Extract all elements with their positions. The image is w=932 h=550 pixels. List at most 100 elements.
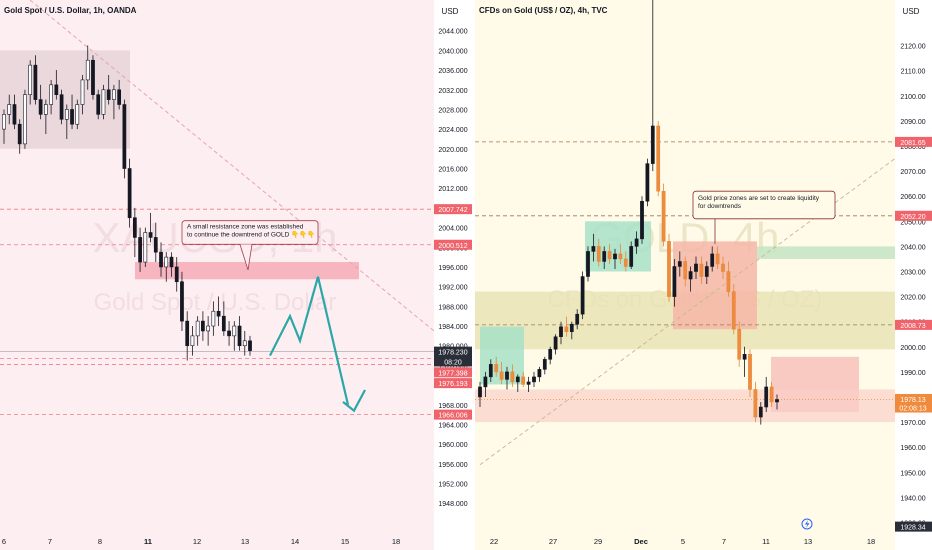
y-tick-label: 2020.000	[438, 147, 467, 154]
candle-body	[91, 59, 95, 95]
candle	[499, 361, 504, 385]
candle	[232, 321, 237, 351]
candle-body	[195, 320, 200, 337]
y-tick-label: 2012.000	[438, 186, 467, 193]
price-tag-label: 08:20	[444, 359, 462, 366]
candle-body	[23, 94, 27, 145]
candle	[112, 84, 116, 120]
candle	[715, 246, 720, 269]
candle-body	[127, 168, 132, 219]
candle-body	[505, 371, 509, 380]
candle-body	[661, 190, 666, 242]
candle	[49, 79, 53, 115]
x-tick-label: 12	[193, 537, 201, 546]
y-tick-label: 2036.000	[438, 68, 467, 75]
candle	[586, 246, 590, 282]
candle	[629, 241, 634, 269]
candle	[699, 256, 704, 285]
candle	[148, 212, 153, 243]
gold-4h-panel[interactable]: GOLD, 4h CFDs on Gold (US$ / OZ) Gold pr…	[475, 0, 932, 550]
price-axis-bg	[434, 0, 472, 550]
y-tick-label: 2044.000	[438, 29, 467, 36]
drawings: A small resistance zone was established t…	[0, 0, 435, 416]
candle	[483, 371, 488, 397]
candle-body	[575, 313, 580, 325]
candle-body	[553, 336, 558, 350]
candle	[618, 243, 623, 264]
candle-body	[559, 326, 563, 337]
y-tick-label: 1940.00	[900, 495, 925, 502]
annotation-line: to continue the downtrend of GOLD 👇👇👇	[187, 231, 315, 239]
candle	[510, 364, 515, 387]
candle	[44, 99, 48, 135]
candle-body	[54, 84, 59, 95]
candles	[478, 0, 779, 425]
candle	[70, 94, 74, 130]
candle	[216, 296, 221, 327]
candle-body	[17, 123, 22, 145]
chart-title: Gold Spot / U.S. Dollar, 1h, OANDA	[4, 6, 137, 15]
candle-body	[753, 389, 758, 418]
candle-body	[656, 125, 661, 192]
candle	[667, 233, 671, 302]
candle-body	[221, 315, 226, 332]
candle	[174, 257, 179, 292]
candle-body	[758, 406, 763, 418]
candle-body	[206, 325, 210, 332]
candle-body	[159, 251, 163, 268]
y-tick-label: 1996.000	[438, 265, 467, 272]
time-axis: 6 7 8 11 12 13 14 15 18	[2, 537, 400, 546]
price-tag-bg	[895, 136, 932, 147]
candle	[91, 55, 95, 100]
candle	[731, 284, 736, 335]
candle-body	[742, 354, 747, 360]
candle-body	[483, 376, 488, 388]
candle-body	[526, 381, 531, 385]
candle	[80, 74, 85, 115]
candle	[602, 246, 607, 269]
candle-body	[640, 200, 644, 240]
candle-body	[190, 335, 195, 347]
candle-body	[591, 246, 596, 252]
resistance-zone	[135, 262, 359, 280]
xauusd-1h-panel[interactable]: XAUUSD, 1h Gold Spot / U.S. Dollar A sma…	[0, 0, 472, 550]
x-tick-label: 11	[144, 537, 152, 546]
price-tag-label: 2000.512	[438, 243, 467, 250]
candle	[12, 94, 17, 130]
candle	[248, 335, 252, 356]
candle	[764, 376, 769, 413]
panel-divider[interactable]	[472, 0, 475, 550]
candle-body	[143, 232, 148, 263]
candle	[704, 261, 709, 285]
candle-body	[731, 291, 736, 330]
candle	[159, 242, 163, 277]
candle	[242, 330, 247, 356]
price-tag-label: 1978.230	[438, 350, 467, 357]
x-tick-label: 5	[681, 537, 685, 546]
y-tick-label: 2020.00	[900, 295, 925, 302]
candle-body	[721, 263, 725, 272]
candle	[688, 266, 693, 292]
candle-body	[710, 253, 715, 267]
candle	[54, 70, 59, 100]
candle-body	[232, 325, 237, 337]
candle	[726, 261, 731, 297]
y-tick-label: 2120.00	[900, 44, 925, 51]
candle-body	[748, 354, 752, 390]
candle-body	[216, 310, 221, 317]
candle-body	[650, 125, 655, 164]
candle	[537, 366, 542, 382]
x-tick-label: 15	[341, 537, 349, 546]
candle	[677, 251, 682, 277]
candle-body	[75, 104, 80, 125]
price-tag-label: 2007.742	[438, 207, 467, 214]
lightning-icon[interactable]	[801, 518, 813, 530]
candle	[656, 120, 661, 197]
candle-body	[715, 253, 720, 265]
candle-body	[688, 271, 693, 280]
y-tick-label: 1976.000	[438, 363, 467, 370]
x-tick-label: Dec	[634, 537, 648, 546]
candle-body	[185, 320, 190, 347]
annotation-line: Gold price zones are set to create liqui…	[698, 195, 820, 202]
